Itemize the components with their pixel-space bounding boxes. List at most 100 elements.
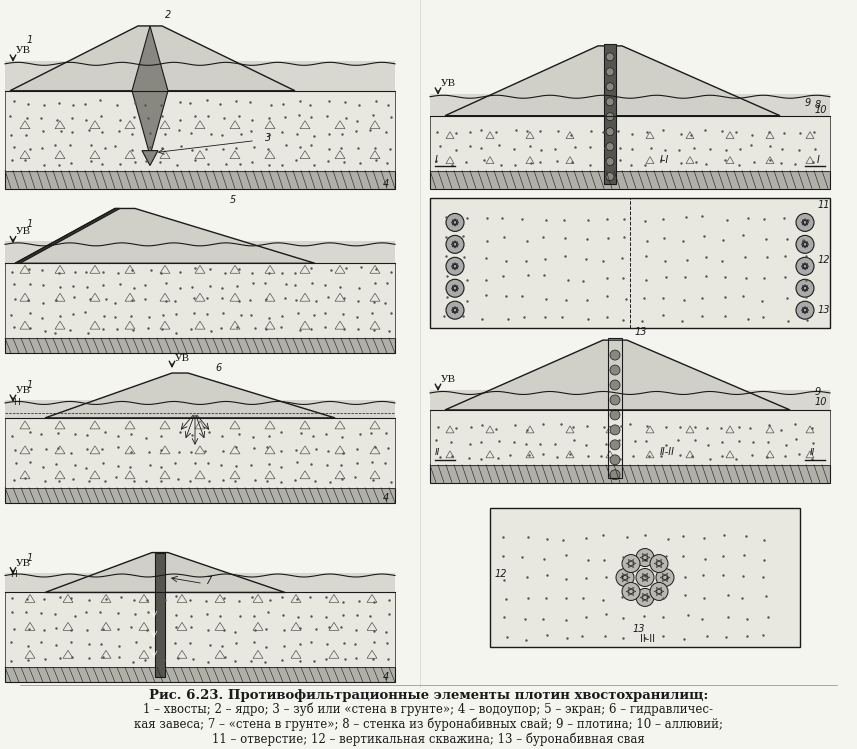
- Text: 1: 1: [27, 219, 33, 229]
- Polygon shape: [10, 26, 295, 91]
- Text: УВ: УВ: [175, 354, 190, 363]
- Circle shape: [610, 365, 620, 375]
- Text: 3: 3: [265, 133, 272, 142]
- Text: 12: 12: [495, 569, 507, 580]
- Polygon shape: [15, 208, 120, 264]
- Text: 4: 4: [383, 672, 389, 682]
- Polygon shape: [445, 340, 790, 410]
- Bar: [155, 553, 165, 677]
- Bar: [5, 338, 395, 353]
- Text: 11: 11: [818, 201, 830, 210]
- Bar: [490, 508, 800, 647]
- Circle shape: [622, 583, 640, 601]
- Text: УВ: УВ: [441, 79, 456, 88]
- Bar: [5, 400, 395, 418]
- Circle shape: [796, 279, 814, 297]
- Circle shape: [446, 235, 464, 253]
- Circle shape: [796, 301, 814, 319]
- Text: 4: 4: [383, 493, 389, 503]
- Circle shape: [606, 83, 614, 91]
- Text: Рис. 6.23. Противофильтрационные элементы плотин хвостохранилищ:: Рис. 6.23. Противофильтрационные элемент…: [149, 689, 708, 703]
- Text: 1: 1: [27, 35, 33, 45]
- Bar: [5, 572, 395, 592]
- Circle shape: [606, 53, 614, 61]
- Text: УВ: УВ: [16, 386, 31, 395]
- Text: 2: 2: [165, 10, 171, 20]
- Bar: [608, 338, 622, 478]
- Text: УВ: УВ: [441, 375, 456, 384]
- Circle shape: [610, 470, 620, 480]
- Circle shape: [446, 301, 464, 319]
- Text: 13: 13: [633, 625, 645, 634]
- Circle shape: [606, 112, 614, 121]
- Circle shape: [650, 583, 668, 601]
- Text: 8: 8: [815, 100, 821, 109]
- Text: II: II: [435, 448, 440, 457]
- Text: I: I: [435, 154, 438, 165]
- Text: 9: 9: [805, 97, 812, 108]
- Bar: [5, 61, 395, 91]
- Text: 13: 13: [635, 327, 648, 337]
- Text: II: II: [810, 448, 815, 457]
- Circle shape: [446, 258, 464, 276]
- Text: I-I: I-I: [660, 154, 669, 165]
- Circle shape: [650, 554, 668, 572]
- Circle shape: [616, 568, 634, 586]
- Text: 1: 1: [27, 553, 33, 562]
- Bar: [430, 465, 830, 483]
- Circle shape: [606, 127, 614, 136]
- Bar: [430, 171, 830, 189]
- Circle shape: [606, 157, 614, 166]
- Bar: [430, 410, 830, 465]
- Circle shape: [610, 455, 620, 465]
- Text: 1 – хвосты; 2 – ядро; 3 – зуб или «стена в грунте»; 4 – водоупор; 5 – экран; 6 –: 1 – хвосты; 2 – ядро; 3 – зуб или «стена…: [143, 702, 714, 715]
- Circle shape: [796, 258, 814, 276]
- Text: 6: 6: [215, 363, 221, 373]
- Text: 12: 12: [818, 255, 830, 265]
- Polygon shape: [15, 208, 315, 264]
- Text: Н: Н: [10, 571, 17, 580]
- Polygon shape: [142, 151, 158, 166]
- Text: УВ: УВ: [16, 46, 31, 55]
- Bar: [5, 241, 395, 264]
- Circle shape: [610, 410, 620, 420]
- Circle shape: [796, 213, 814, 231]
- Text: 1: 1: [27, 380, 33, 390]
- Text: 4: 4: [383, 178, 389, 189]
- Circle shape: [606, 68, 614, 76]
- Bar: [604, 44, 616, 184]
- Text: II-II: II-II: [660, 447, 675, 457]
- Circle shape: [636, 589, 654, 607]
- Bar: [430, 94, 830, 115]
- Circle shape: [610, 440, 620, 450]
- Circle shape: [610, 395, 620, 405]
- Text: 11 – отверстие; 12 – вертикальная скважина; 13 – буронабивная свая: 11 – отверстие; 12 – вертикальная скважи…: [213, 732, 644, 745]
- Circle shape: [606, 172, 614, 181]
- Circle shape: [610, 350, 620, 360]
- Circle shape: [636, 568, 654, 586]
- Text: УВ: УВ: [16, 559, 31, 568]
- Circle shape: [636, 548, 654, 566]
- Text: I: I: [817, 154, 820, 165]
- Bar: [5, 488, 395, 503]
- Text: кая завеса; 7 – «стена в грунте»; 8 – стенка из буронабивных свай; 9 – плотина; : кая завеса; 7 – «стена в грунте»; 8 – ст…: [134, 717, 723, 730]
- Text: 9: 9: [815, 387, 821, 397]
- Text: 7: 7: [205, 577, 211, 586]
- Bar: [5, 171, 395, 189]
- Circle shape: [610, 425, 620, 435]
- Circle shape: [796, 235, 814, 253]
- Text: УВ: УВ: [16, 228, 31, 237]
- Circle shape: [446, 279, 464, 297]
- Text: 10: 10: [815, 105, 828, 115]
- Text: 13: 13: [818, 305, 830, 315]
- Bar: [430, 115, 830, 171]
- Polygon shape: [45, 373, 335, 418]
- Circle shape: [622, 554, 640, 572]
- Text: II-II: II-II: [640, 634, 655, 644]
- Bar: [430, 390, 830, 410]
- Text: Н: Н: [13, 398, 20, 407]
- Circle shape: [610, 380, 620, 390]
- Circle shape: [446, 213, 464, 231]
- Polygon shape: [445, 46, 780, 115]
- Bar: [5, 592, 395, 667]
